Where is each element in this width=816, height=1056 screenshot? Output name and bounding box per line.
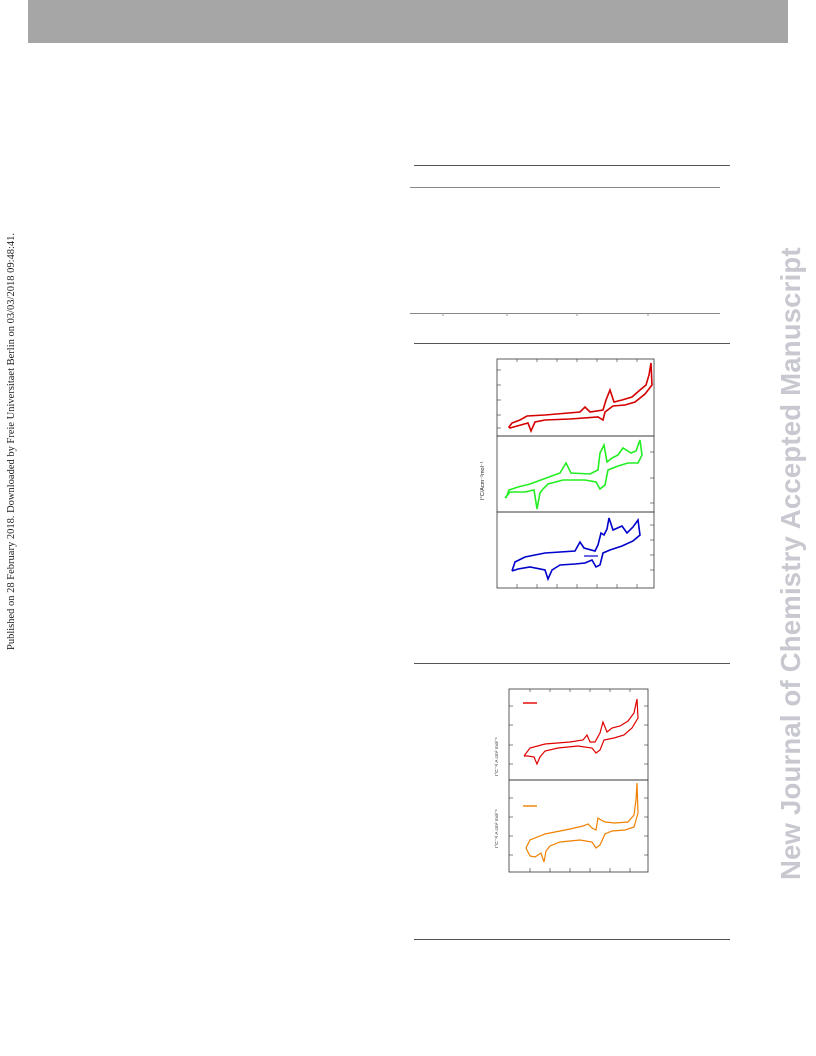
table-top-rule: [414, 165, 730, 166]
curve-a2: [504, 439, 643, 510]
curve-a3: [511, 517, 641, 582]
figure-a-ylabel: I°C/Acm⁻²mol⁻¹: [480, 461, 486, 500]
curve-b2: [525, 782, 639, 863]
table-bottom-rule: [410, 313, 720, 314]
header-bar: [28, 0, 788, 43]
panel-a3-frame: [496, 511, 655, 589]
section-rule-3: [414, 939, 730, 940]
curve-b1: [523, 698, 639, 766]
figure-b-ylabel-top: I°C⁻¹/ A cm² mol⁻¹: [494, 737, 500, 776]
panel-b2-frame: [508, 779, 649, 873]
curve-a1: [507, 362, 653, 434]
table-header-rule: [410, 187, 720, 188]
section-rule-1: [414, 343, 730, 344]
figure-b-ylabel-bottom: I°C⁻¹/ A cm² mol⁻¹: [494, 809, 500, 848]
section-rule-2: [414, 663, 730, 664]
